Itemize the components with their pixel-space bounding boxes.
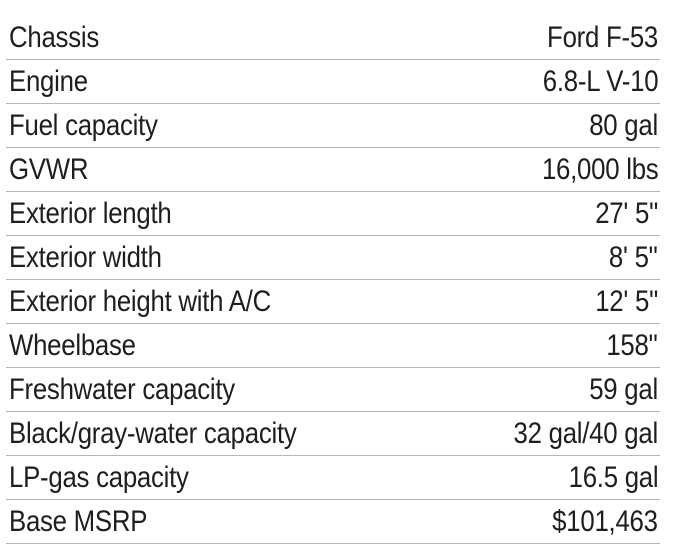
spec-label: Engine bbox=[6, 60, 439, 104]
spec-value: 8' 5" bbox=[439, 236, 660, 280]
table-row: GVWR 16,000 lbs bbox=[6, 148, 660, 192]
spec-table: Chassis Ford F-53 Engine 6.8-L V-10 Fuel… bbox=[6, 16, 660, 544]
spec-label: Wheelbase bbox=[6, 324, 439, 368]
spec-label: Fuel capacity bbox=[6, 104, 439, 148]
spec-value-text: 16,000 lbs bbox=[541, 153, 659, 186]
table-row: Exterior length 27' 5" bbox=[6, 192, 660, 236]
spec-label-text: Exterior height with A/C bbox=[9, 285, 271, 318]
spec-value: 16.5 gal bbox=[439, 456, 660, 500]
spec-label: Base MSRP bbox=[6, 500, 439, 544]
table-row: Engine 6.8-L V-10 bbox=[6, 60, 660, 104]
table-row: LP-gas capacity 16.5 gal bbox=[6, 456, 660, 500]
spec-value-text: 80 gal bbox=[589, 109, 658, 142]
spec-value-text: 32 gal/40 gal bbox=[513, 417, 659, 450]
table-row: Exterior width 8' 5" bbox=[6, 236, 660, 280]
table-row: Chassis Ford F-53 bbox=[6, 16, 660, 60]
spec-value-text: 158" bbox=[606, 329, 658, 362]
spec-label: Exterior width bbox=[6, 236, 439, 280]
spec-value: 16,000 lbs bbox=[439, 148, 660, 192]
spec-label-text: LP-gas capacity bbox=[9, 461, 189, 494]
spec-label-text: Freshwater capacity bbox=[9, 373, 235, 406]
spec-label-text: GVWR bbox=[9, 153, 89, 186]
spec-value: 59 gal bbox=[439, 368, 660, 412]
table-row: Freshwater capacity 59 gal bbox=[6, 368, 660, 412]
spec-value-text: 12' 5" bbox=[595, 285, 658, 318]
spec-value-text: 8' 5" bbox=[609, 241, 658, 274]
spec-label-text: Engine bbox=[9, 65, 88, 98]
spec-label: Black/gray-water capacity bbox=[6, 412, 439, 456]
spec-label-text: Base MSRP bbox=[9, 505, 148, 538]
spec-label-text: Fuel capacity bbox=[9, 109, 158, 142]
spec-value: 158" bbox=[439, 324, 660, 368]
spec-value-text: 16.5 gal bbox=[568, 461, 658, 494]
spec-label: Exterior height with A/C bbox=[6, 280, 439, 324]
spec-value: 6.8-L V-10 bbox=[439, 60, 660, 104]
spec-label-text: Exterior width bbox=[9, 241, 162, 274]
spec-label-text: Chassis bbox=[9, 21, 99, 54]
spec-value: 27' 5" bbox=[439, 192, 660, 236]
spec-value: 80 gal bbox=[439, 104, 660, 148]
spec-value: 32 gal/40 gal bbox=[439, 412, 660, 456]
spec-value-text: Ford F-53 bbox=[547, 21, 658, 54]
table-row: Wheelbase 158" bbox=[6, 324, 660, 368]
spec-value: 12' 5" bbox=[439, 280, 660, 324]
spec-label-text: Exterior length bbox=[9, 197, 172, 230]
spec-label: Exterior length bbox=[6, 192, 439, 236]
table-row: Fuel capacity 80 gal bbox=[6, 104, 660, 148]
spec-value: $101,463 bbox=[439, 500, 660, 544]
spec-label-text: Wheelbase bbox=[9, 329, 136, 362]
spec-value-text: $101,463 bbox=[552, 505, 658, 538]
table-row: Exterior height with A/C 12' 5" bbox=[6, 280, 660, 324]
spec-label: Chassis bbox=[6, 16, 439, 60]
spec-label: Freshwater capacity bbox=[6, 368, 439, 412]
table-row: Base MSRP $101,463 bbox=[6, 500, 660, 544]
spec-value: Ford F-53 bbox=[439, 16, 660, 60]
spec-label: LP-gas capacity bbox=[6, 456, 439, 500]
spec-value-text: 6.8-L V-10 bbox=[542, 65, 658, 98]
spec-value-text: 59 gal bbox=[589, 373, 658, 406]
table-row: Black/gray-water capacity 32 gal/40 gal bbox=[6, 412, 660, 456]
spec-label: GVWR bbox=[6, 148, 439, 192]
spec-label-text: Black/gray-water capacity bbox=[9, 417, 297, 450]
spec-value-text: 27' 5" bbox=[595, 197, 658, 230]
